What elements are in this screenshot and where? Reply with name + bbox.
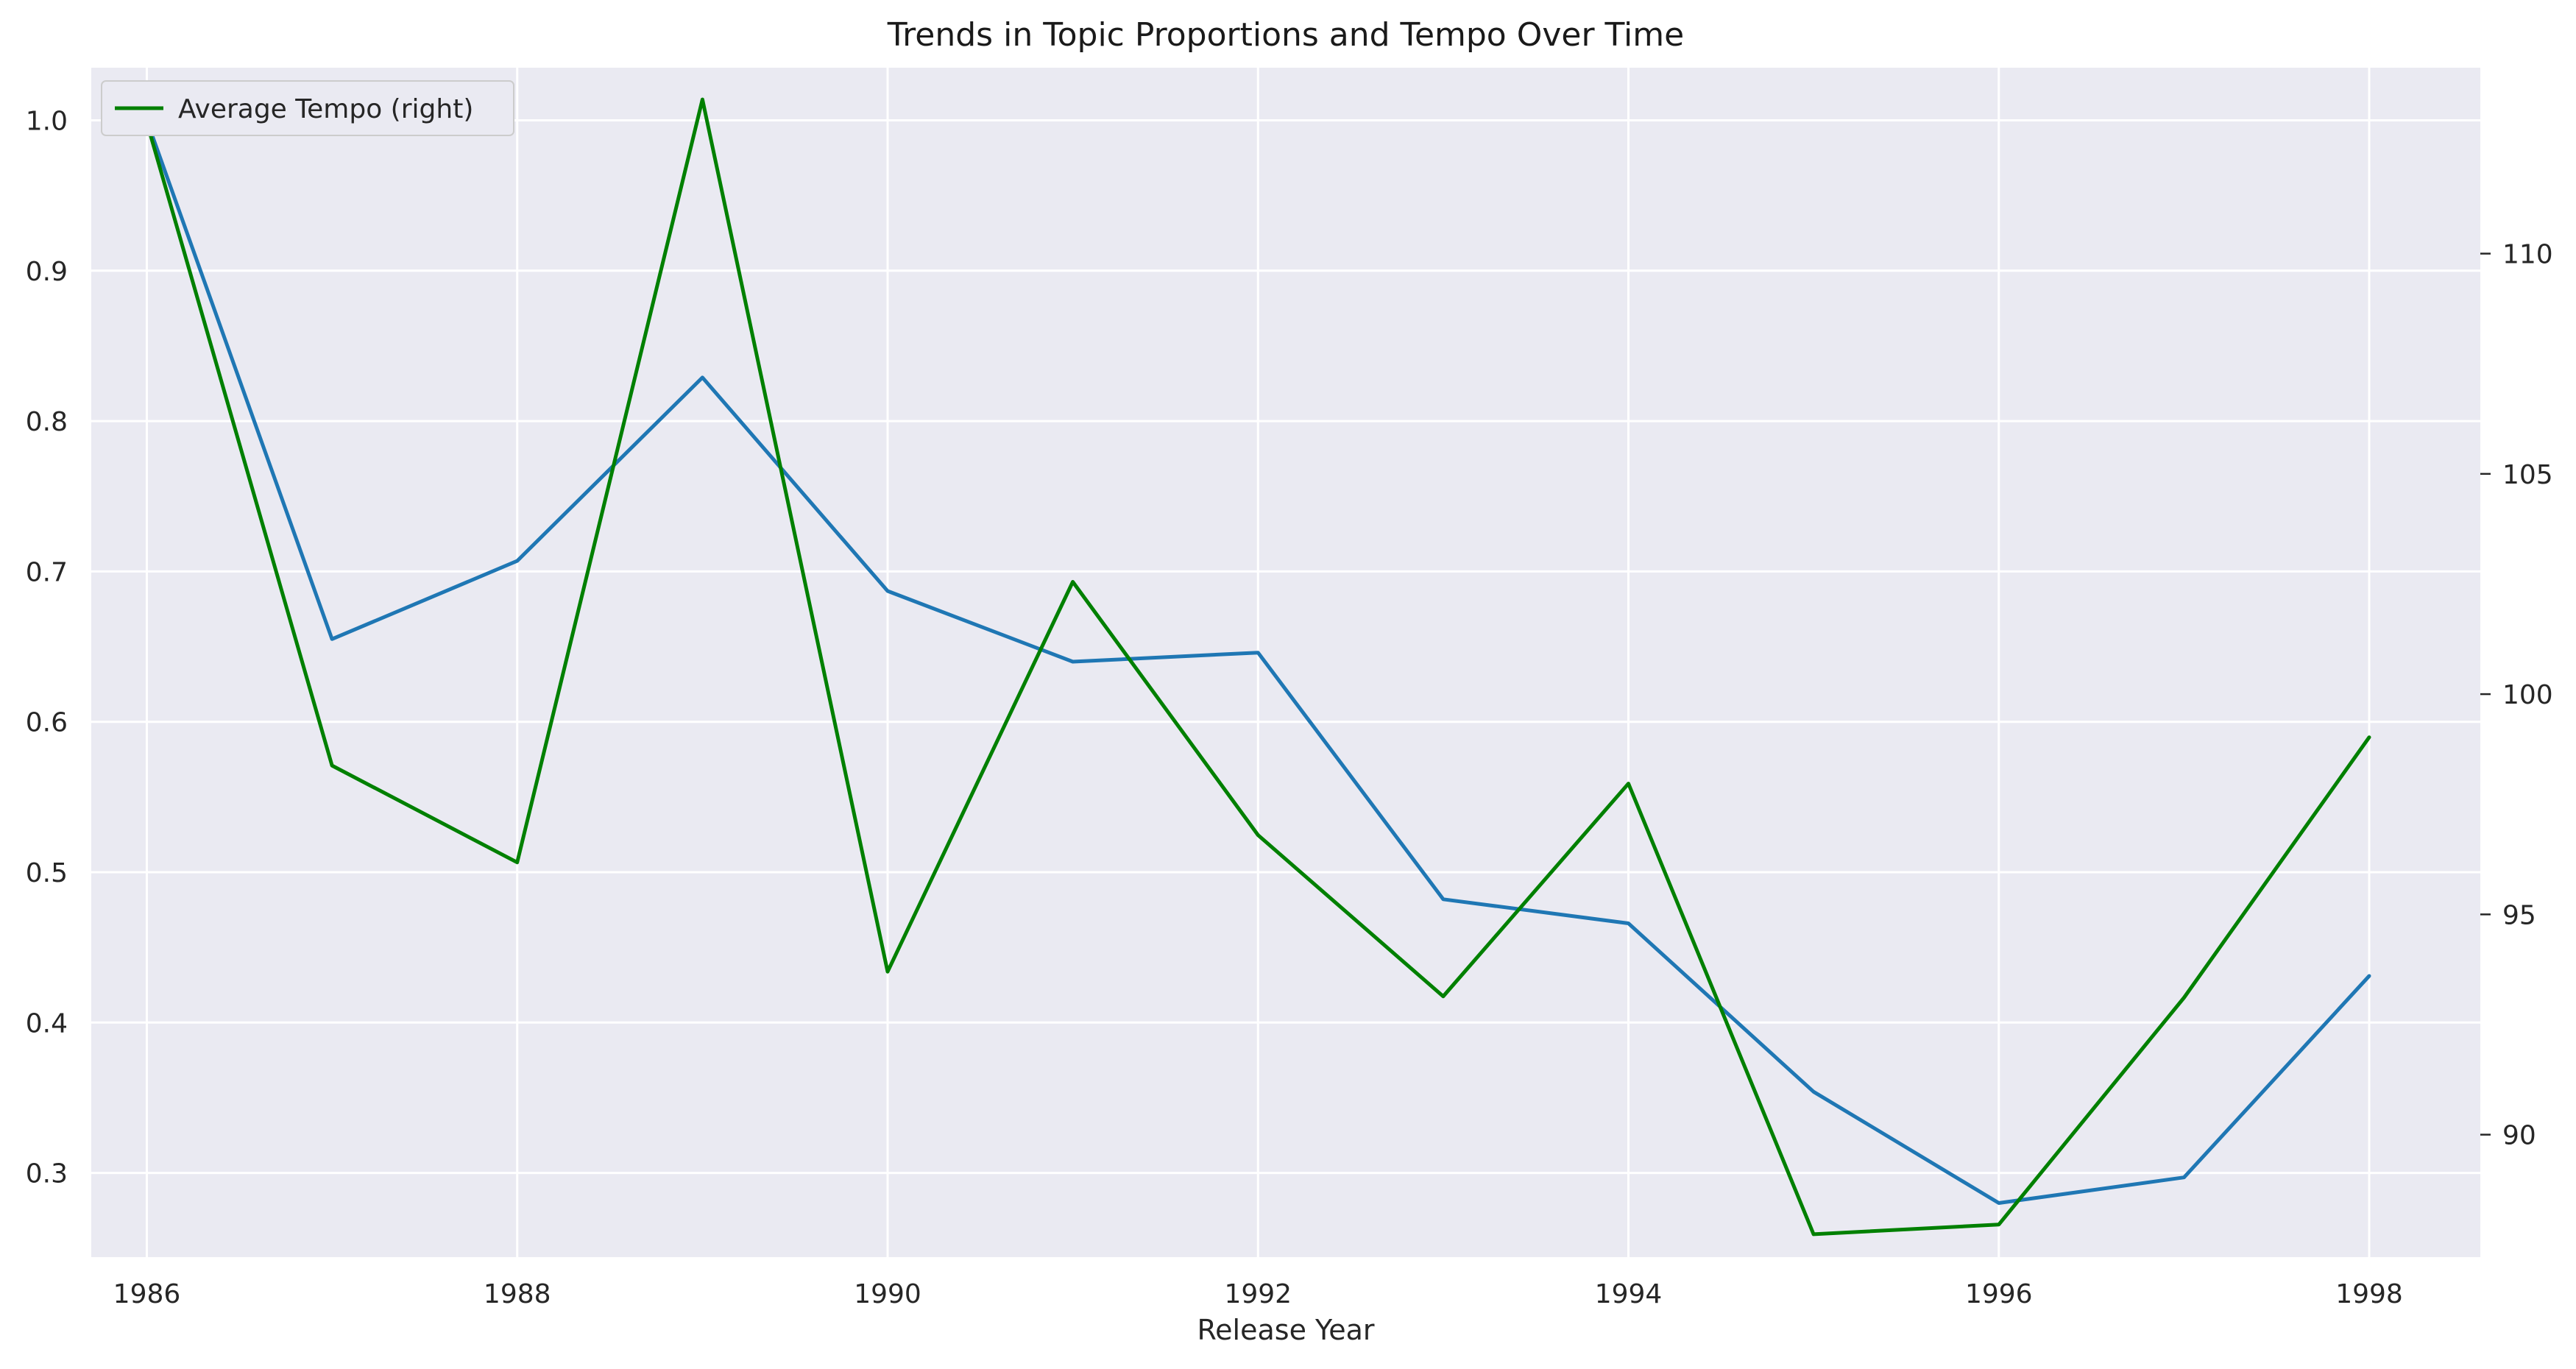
topic-proportion-series-line <box>145 118 2371 1205</box>
y-right-tick-label: 105 <box>2502 460 2553 490</box>
x-axis-label: Release Year <box>1197 1314 1374 1346</box>
x-tick-label: 1994 <box>1595 1279 1663 1309</box>
y-tick-label: 0.3 <box>26 1159 68 1189</box>
y-right-tick-label: 110 <box>2502 240 2553 270</box>
x-tick-label: 1992 <box>1224 1279 1292 1309</box>
tempo-series-line <box>145 97 2371 1237</box>
y-tick-label: 0.9 <box>26 257 68 287</box>
y-tick-label: 0.7 <box>26 557 68 587</box>
tick-labels: 1986 1988 1990 1992 1994 1996 1998 0.3 0.4 0.5 0.6… <box>26 107 2553 1309</box>
legend-label: Average Tempo (right) <box>178 94 473 124</box>
y-tick-label: 0.6 <box>26 708 68 738</box>
plot-background <box>91 68 2480 1257</box>
chart-title: Trends in Topic Proportions and Tempo Ov… <box>887 16 1684 54</box>
x-tick-label: 1986 <box>113 1279 181 1309</box>
y-right-tick-label: 100 <box>2502 680 2553 710</box>
y-tick-label: 0.4 <box>26 1008 68 1039</box>
y-right-tick-label: 90 <box>2502 1121 2536 1151</box>
x-tick-label: 1998 <box>2335 1279 2403 1309</box>
x-tick-label: 1996 <box>1965 1279 2033 1309</box>
y-tick-label: 0.8 <box>26 407 68 437</box>
legend-box <box>101 80 514 136</box>
legend: Average Tempo (right) <box>101 80 514 136</box>
x-tick-label: 1988 <box>484 1279 551 1309</box>
y-right-tick-label: 95 <box>2502 900 2536 930</box>
series-lines <box>145 97 2371 1237</box>
y-tick-label: 1.0 <box>26 107 68 137</box>
x-tick-label: 1990 <box>854 1279 921 1309</box>
y-tick-label: 0.5 <box>26 858 68 888</box>
